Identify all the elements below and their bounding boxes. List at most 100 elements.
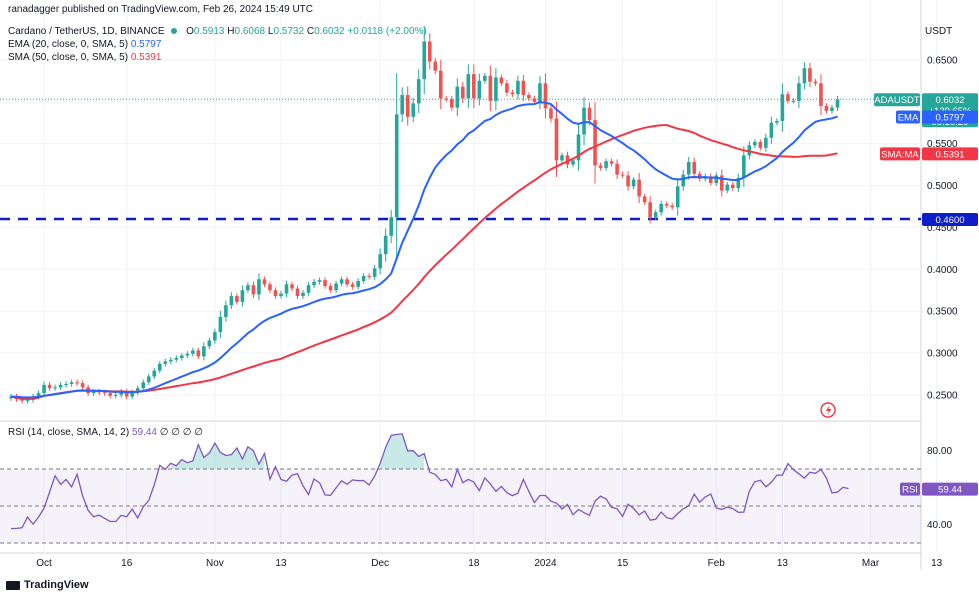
candle-body (36, 393, 41, 397)
candle-body (648, 202, 652, 218)
change-value: +0.0118 (+2.00%) (347, 26, 427, 37)
high-value: 0.6068 (234, 26, 266, 37)
time-tick-label: 18 (468, 558, 480, 569)
candle-body (472, 74, 476, 99)
candle-body (758, 141, 763, 148)
candle-body (483, 75, 487, 81)
time-tick-label: 13 (275, 558, 287, 569)
candle-body (317, 280, 322, 282)
price-tick-label: 0.2500 (927, 390, 958, 401)
candle-body (637, 179, 641, 197)
sma-value-tag-text: 0.5391 (935, 149, 964, 160)
sma-legend-value: 0.5391 (130, 52, 162, 63)
rsi-legend-extra: ∅ ∅ ∅ ∅ (159, 427, 203, 438)
candle-body (725, 184, 730, 191)
candle-body (53, 387, 57, 389)
candle-body (813, 81, 818, 84)
candle-body (543, 83, 548, 109)
candle-body (372, 268, 377, 277)
time-tick-label: 13 (777, 558, 789, 569)
rsi-name-tag-bg (900, 482, 920, 496)
candle-body (642, 196, 647, 203)
sma-legend[interactable]: SMA (50, close, 0, SMA, 5) 0.5391 (8, 52, 161, 63)
ema-legend[interactable]: EMA (20, close, 0, SMA, 5) 0.5797 (8, 39, 161, 50)
candle-body (791, 100, 796, 102)
candle-body (91, 391, 96, 394)
candle-body (461, 86, 465, 99)
candle-body (664, 203, 669, 206)
ema-line (10, 101, 838, 399)
rsi-legend-value: 59.44 (131, 427, 157, 438)
rsi-legend-label: RSI (14, close, SMA, 14, 2) (8, 427, 130, 438)
candle-body (295, 288, 300, 297)
candle-body (301, 292, 305, 297)
rsi-legend[interactable]: RSI (14, close, SMA, 14, 2) 59.44 ∅ ∅ ∅ … (8, 427, 203, 438)
candle-body (290, 284, 294, 289)
candle-body (273, 290, 278, 297)
candle-body (560, 155, 564, 161)
candle-body (174, 358, 179, 360)
candle-body (229, 296, 234, 306)
candle-body (334, 283, 338, 291)
candle-body (802, 68, 807, 84)
ema-name-tag: EMA (896, 110, 920, 124)
candle-body (361, 275, 366, 281)
sma-name-tag: SMA:MA (880, 147, 920, 161)
currency-label[interactable]: USDT (925, 26, 953, 37)
candle-body (499, 77, 504, 84)
candle-body (394, 114, 399, 218)
candle-body (438, 70, 443, 99)
candle-body (455, 86, 460, 108)
candle-body (262, 279, 267, 285)
candle-body (279, 293, 283, 297)
candle-body (356, 280, 360, 287)
rsi-value-tag: 59.44 (922, 482, 978, 496)
symbol-title: Cardano / TetherUS, 1D, BINANCE (8, 26, 165, 37)
candle-body (135, 388, 140, 393)
candle-body (708, 176, 713, 183)
tradingview-logo[interactable]: TradingView (6, 579, 89, 591)
price-tick-label: 0.5000 (927, 181, 958, 192)
candle-body (835, 99, 840, 108)
candle-body (312, 281, 316, 286)
candle-body (631, 179, 636, 187)
sma-name-tag-bg (880, 147, 920, 161)
candle-body (141, 382, 146, 389)
candle-body (598, 165, 603, 168)
price-tick-label: 0.3000 (927, 349, 958, 360)
price-tick-label: 0.6500 (927, 55, 958, 66)
candle-body (571, 160, 575, 165)
ema-value-tag-text: 0.5797 (935, 112, 964, 123)
candle-body (521, 80, 526, 96)
open-value: 0.5913 (193, 26, 225, 37)
candle-body (653, 212, 658, 218)
candle-body (670, 205, 674, 208)
candle-body (218, 316, 223, 333)
candle-body (207, 340, 212, 347)
ema-value-tag: 0.5797 (922, 110, 978, 124)
candle-body (383, 235, 388, 255)
sma-value-tag: 0.5391 (922, 147, 978, 161)
price-symbol-tag-bg (874, 93, 920, 107)
candle-body (681, 174, 686, 187)
candle-body (449, 99, 454, 108)
axes: 0.2500 0.3000 0.3500 0.4000 0.4500 0.5000 0.55… (36, 55, 958, 569)
candle-body (808, 68, 812, 82)
candle-body (191, 350, 195, 354)
candle-body (626, 175, 630, 187)
price-axis-tags: ADAUSDT0.6032+139.65%08:10:29EMA0.5797SM… (874, 93, 978, 496)
candle-body (268, 284, 272, 291)
candle-body (477, 80, 482, 99)
candle-body (64, 383, 68, 385)
candle-body (609, 161, 614, 164)
candle-body (180, 355, 184, 359)
lightning-icon[interactable] (820, 402, 836, 418)
rsi-name-tag-text: RSI (902, 485, 918, 496)
candle-body (42, 384, 46, 394)
candle-body (753, 141, 757, 146)
candle-body (345, 279, 349, 285)
candle-body (213, 332, 217, 341)
price-tick-label: 0.4500 (927, 223, 958, 234)
candle-body (819, 83, 823, 106)
